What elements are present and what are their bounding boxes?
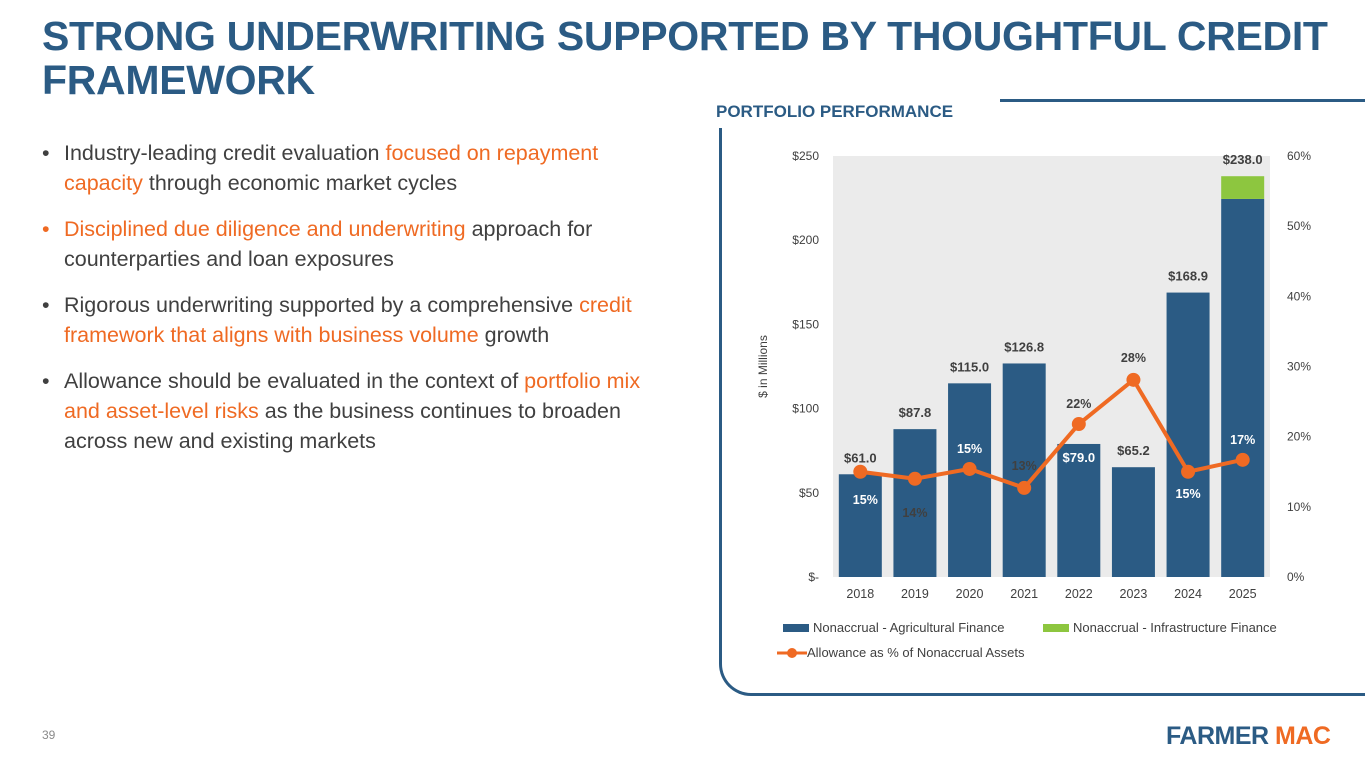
- pct-label: 28%: [1121, 351, 1146, 365]
- y-axis-label: $ in Millions: [756, 335, 770, 398]
- x-tick-label: 2024: [1174, 587, 1202, 601]
- y-tick-label: $200: [792, 233, 819, 247]
- y-tick-label: $100: [792, 402, 819, 416]
- bullet-list: • Industry-leading credit evaluation focu…: [42, 138, 662, 472]
- allowance-point: [962, 461, 977, 476]
- x-tick-label: 2021: [1010, 587, 1038, 601]
- text: approach for counterparties and loan exp…: [64, 217, 593, 271]
- text: through economic market cycles: [142, 171, 458, 195]
- bar-total-label: $61.0: [844, 450, 877, 465]
- y2-tick-label: 60%: [1287, 149, 1311, 163]
- legend-swatch-blue: [783, 623, 809, 632]
- bar-infrastructure: [1221, 176, 1265, 199]
- legend-label: Allowance as % of Nonaccrual Assets: [807, 645, 1025, 660]
- pct-label: 17%: [1230, 433, 1255, 447]
- farmer-mac-logo: FARMER MAC: [1166, 722, 1331, 751]
- legend-line-marker-icon: [777, 647, 807, 658]
- page-number: 39: [42, 728, 56, 742]
- text: Rigorous underwriting supported by a com…: [64, 293, 580, 317]
- bullet-item: • Allowance should be evaluated in the co…: [42, 366, 662, 456]
- y2-tick-label: 20%: [1287, 430, 1311, 444]
- bar-agricultural: [838, 474, 882, 577]
- y2-tick-label: 10%: [1287, 500, 1311, 514]
- bullet-item: • Disciplined due diligence and underwrit…: [42, 214, 662, 274]
- allowance-point: [1017, 480, 1032, 495]
- text: Industry-leading credit evaluation: [64, 141, 386, 165]
- allowance-point: [1071, 417, 1086, 432]
- bar-agricultural: [1221, 198, 1265, 577]
- x-tick-label: 2020: [956, 587, 984, 601]
- bullet-marker: •: [42, 293, 50, 317]
- allowance-line: [860, 376, 1244, 491]
- bullet-item: • Rigorous underwriting supported by a co…: [42, 290, 662, 350]
- text: as the business continues to broaden acr…: [64, 399, 621, 453]
- bar-total-label: $168.9: [1168, 269, 1208, 284]
- panel-divider: [1000, 99, 1365, 102]
- highlighted-text: focused on repayment capacity: [64, 141, 599, 195]
- y-tick-label: $250: [792, 149, 819, 163]
- y2-tick-label: 0%: [1287, 570, 1305, 584]
- page-title: STRONG UNDERWRITING SUPPORTED BY THOUGHT…: [42, 13, 1328, 103]
- legend-item-allowance: Allowance as % of Nonaccrual Assets: [777, 645, 1025, 660]
- bar-total-label: $126.8: [1004, 339, 1044, 354]
- legend-item-ag: Nonaccrual - Agricultural Finance: [783, 620, 1004, 635]
- bar-total-label: $238.0: [1223, 152, 1263, 167]
- allowance-point: [907, 471, 922, 486]
- highlighted-text: Disciplined due diligence and underwriti…: [64, 217, 466, 241]
- logo-text-2: MAC: [1275, 722, 1331, 750]
- bar-agricultural: [1111, 467, 1155, 577]
- bar-total-label: $87.8: [899, 405, 932, 420]
- x-tick-label: 2019: [901, 587, 929, 601]
- pct-label: 22%: [1066, 397, 1091, 411]
- y-tick-label: $50: [799, 486, 819, 500]
- legend-item-infra: Nonaccrual - Infrastructure Finance: [1043, 620, 1277, 635]
- bullet-marker: •: [42, 217, 50, 241]
- pct-label: 14%: [902, 506, 927, 520]
- pct-label: 15%: [957, 442, 982, 456]
- bullet-text: Rigorous underwriting supported by a com…: [64, 290, 662, 350]
- allowance-point: [853, 464, 868, 479]
- pct-label: 13%: [1012, 459, 1037, 473]
- highlighted-text: portfolio mix and asset-level risks: [64, 369, 641, 423]
- x-tick-label: 2025: [1229, 587, 1257, 601]
- bar-total-label: $79.0: [1063, 450, 1096, 465]
- bullet-marker: •: [42, 369, 50, 393]
- bar-agricultural: [893, 429, 937, 577]
- bar-agricultural: [948, 383, 992, 577]
- x-tick-label: 2022: [1065, 587, 1093, 601]
- x-tick-label: 2023: [1120, 587, 1148, 601]
- logo-text-1: FARMER: [1166, 722, 1269, 750]
- bullet-text: Allowance should be evaluated in the con…: [64, 366, 662, 456]
- bar-total-label: $115.0: [950, 359, 989, 374]
- text: Allowance should be evaluated in the con…: [64, 369, 525, 393]
- highlighted-text: credit framework that aligns with busine…: [64, 293, 632, 347]
- allowance-point: [1235, 452, 1250, 467]
- chart-panel-border: [719, 128, 1365, 696]
- bullet-marker: •: [42, 141, 50, 165]
- bar-agricultural: [1166, 292, 1210, 577]
- y2-tick-label: 40%: [1287, 289, 1311, 303]
- bullet-text: Industry-leading credit evaluation focus…: [64, 138, 662, 198]
- bar-agricultural: [1057, 443, 1101, 577]
- text: growth: [478, 323, 550, 347]
- panel-title: PORTFOLIO PERFORMANCE: [716, 102, 954, 121]
- y2-tick-label: 30%: [1287, 360, 1311, 374]
- allowance-point: [1126, 372, 1141, 387]
- bar-total-label: $65.2: [1117, 443, 1150, 458]
- bullet-item: • Industry-leading credit evaluation focu…: [42, 138, 662, 198]
- bullet-text: Disciplined due diligence and underwriti…: [64, 214, 662, 274]
- y2-tick-label: 50%: [1287, 219, 1311, 233]
- x-tick-label: 2018: [846, 587, 874, 601]
- legend-swatch-green: [1043, 623, 1069, 632]
- allowance-point: [1181, 464, 1196, 479]
- legend-label: Nonaccrual - Infrastructure Finance: [1073, 620, 1277, 635]
- y-tick-label: $-: [808, 570, 819, 584]
- y-tick-label: $150: [792, 317, 819, 331]
- pct-label: 15%: [853, 493, 878, 507]
- pct-label: 15%: [1176, 487, 1201, 501]
- legend-label: Nonaccrual - Agricultural Finance: [813, 620, 1005, 635]
